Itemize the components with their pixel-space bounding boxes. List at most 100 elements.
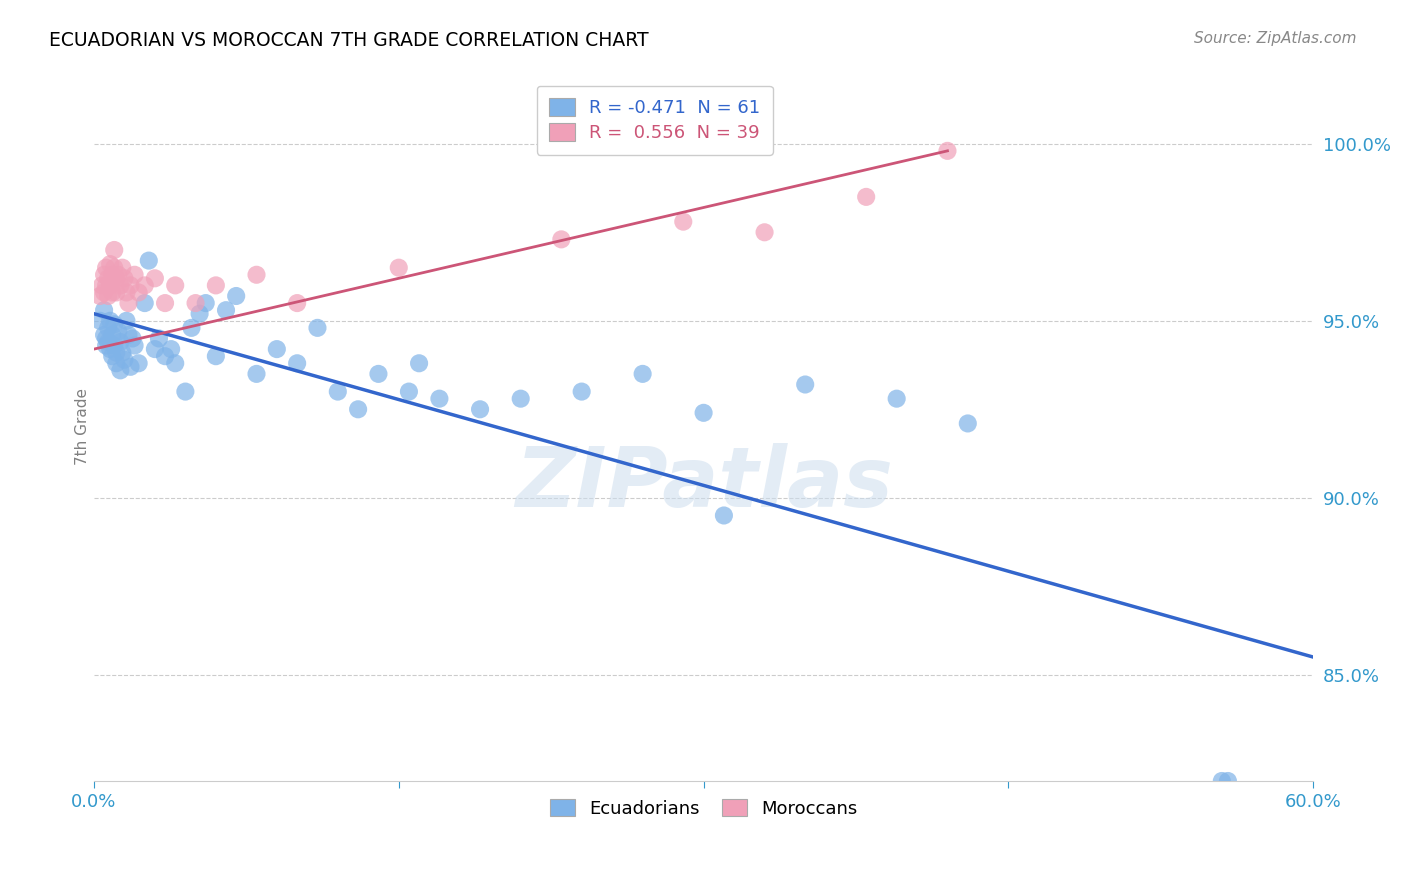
Point xyxy=(672,215,695,229)
Point xyxy=(225,289,247,303)
Point xyxy=(124,338,146,352)
Text: Source: ZipAtlas.com: Source: ZipAtlas.com xyxy=(1194,31,1357,46)
Point xyxy=(153,349,176,363)
Point xyxy=(160,342,183,356)
Point xyxy=(936,144,959,158)
Point xyxy=(148,331,170,345)
Point xyxy=(103,338,125,352)
Point xyxy=(112,271,135,285)
Point xyxy=(245,268,267,282)
Point xyxy=(98,257,121,271)
Point xyxy=(307,321,329,335)
Point xyxy=(117,327,139,342)
Point xyxy=(194,296,217,310)
Point xyxy=(94,260,117,275)
Point xyxy=(124,268,146,282)
Point xyxy=(91,278,114,293)
Point xyxy=(105,271,128,285)
Point xyxy=(468,402,491,417)
Point xyxy=(105,356,128,370)
Point xyxy=(326,384,349,399)
Point xyxy=(94,278,117,293)
Point xyxy=(120,359,142,374)
Point xyxy=(692,406,714,420)
Point xyxy=(89,289,111,303)
Point xyxy=(101,268,124,282)
Point xyxy=(110,363,132,377)
Point xyxy=(97,271,120,285)
Point xyxy=(347,402,370,417)
Point xyxy=(1216,774,1239,789)
Point xyxy=(143,342,166,356)
Point xyxy=(111,260,134,275)
Point xyxy=(110,278,132,293)
Point xyxy=(93,268,115,282)
Point xyxy=(101,349,124,363)
Point xyxy=(408,356,430,370)
Point xyxy=(153,296,176,310)
Point xyxy=(754,225,776,239)
Point xyxy=(107,268,129,282)
Point xyxy=(105,345,128,359)
Text: ECUADORIAN VS MOROCCAN 7TH GRADE CORRELATION CHART: ECUADORIAN VS MOROCCAN 7TH GRADE CORRELA… xyxy=(49,31,648,50)
Text: ZIPatlas: ZIPatlas xyxy=(515,443,893,524)
Point xyxy=(1211,774,1233,789)
Point xyxy=(115,314,138,328)
Point xyxy=(509,392,531,406)
Point xyxy=(215,303,238,318)
Point xyxy=(93,285,115,300)
Point xyxy=(93,327,115,342)
Point xyxy=(89,314,111,328)
Point xyxy=(97,334,120,349)
Point xyxy=(93,303,115,318)
Point xyxy=(184,296,207,310)
Point xyxy=(121,331,143,345)
Point xyxy=(138,253,160,268)
Point xyxy=(97,321,120,335)
Point xyxy=(886,392,908,406)
Legend: Ecuadorians, Moroccans: Ecuadorians, Moroccans xyxy=(543,792,865,825)
Y-axis label: 7th Grade: 7th Grade xyxy=(76,389,90,466)
Point xyxy=(94,331,117,345)
Point xyxy=(165,356,187,370)
Point xyxy=(115,285,138,300)
Point xyxy=(98,314,121,328)
Point xyxy=(956,417,979,431)
Point xyxy=(111,345,134,359)
Point xyxy=(112,352,135,367)
Point xyxy=(110,334,132,349)
Point xyxy=(367,367,389,381)
Point xyxy=(134,278,156,293)
Point xyxy=(205,278,228,293)
Point xyxy=(266,342,288,356)
Point xyxy=(180,321,202,335)
Point xyxy=(134,296,156,310)
Point xyxy=(398,384,420,399)
Point xyxy=(550,232,572,246)
Point xyxy=(285,296,308,310)
Point xyxy=(429,392,451,406)
Point xyxy=(98,278,121,293)
Point xyxy=(128,356,150,370)
Point xyxy=(97,289,120,303)
Point xyxy=(101,327,124,342)
Point xyxy=(205,349,228,363)
Point xyxy=(107,325,129,339)
Point xyxy=(117,296,139,310)
Point xyxy=(855,190,877,204)
Point xyxy=(713,508,735,523)
Point xyxy=(188,307,211,321)
Point xyxy=(101,285,124,300)
Point xyxy=(165,278,187,293)
Point xyxy=(631,367,654,381)
Point xyxy=(103,318,125,332)
Point xyxy=(285,356,308,370)
Point xyxy=(103,260,125,275)
Point xyxy=(794,377,817,392)
Point xyxy=(174,384,197,399)
Point xyxy=(571,384,593,399)
Point xyxy=(120,278,142,293)
Point xyxy=(105,285,128,300)
Point xyxy=(388,260,411,275)
Point xyxy=(98,342,121,356)
